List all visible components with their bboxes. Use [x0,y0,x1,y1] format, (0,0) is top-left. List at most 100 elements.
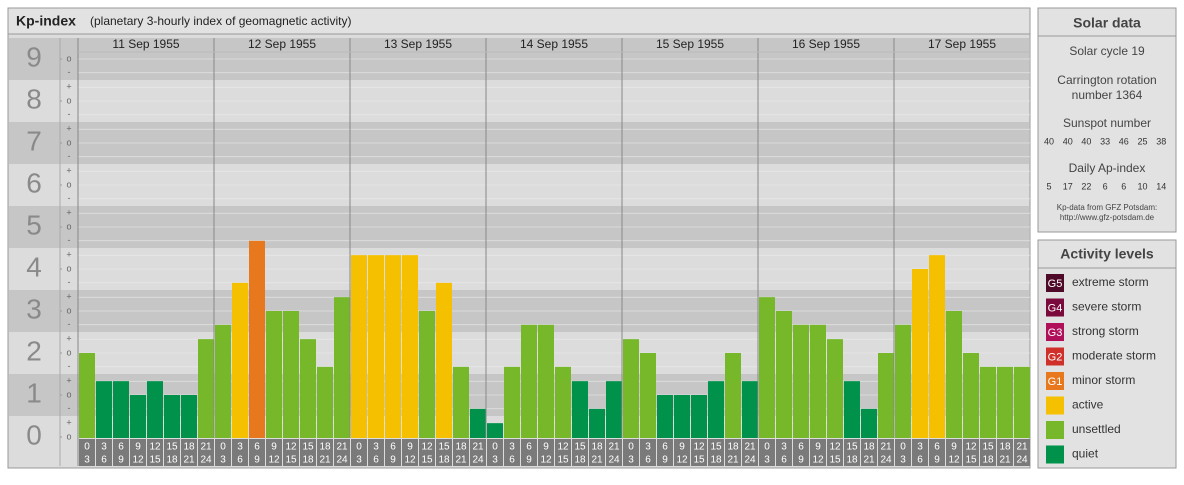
hour-box [402,439,418,466]
hour-label: 12 [268,455,280,466]
legend-badge: G1 [1048,376,1063,388]
bar [827,339,843,438]
hour-label: 9 [407,442,413,453]
hour-label: 15 [438,442,450,453]
hour-label: 21 [319,455,331,466]
y-tick-label: 2 [26,335,42,366]
y-tick-label: 9 [26,41,42,72]
hour-box [317,439,333,466]
legend-label: minor storm [1072,373,1135,387]
hour-label: 15 [302,442,314,453]
hour-label: 9 [543,442,549,453]
hour-label: 12 [965,442,977,453]
bar [436,282,452,438]
hour-box [572,439,588,466]
hour-box [249,439,265,466]
hour-box [827,439,843,466]
hour-box [521,439,537,466]
bar [419,311,435,438]
hour-label: 12 [421,442,433,453]
minor-tick-label: o [66,95,71,105]
legend-swatch [1046,274,1064,292]
hour-label: 18 [591,442,603,453]
day-label: 12 Sep 1955 [248,37,316,51]
hour-label: 18 [319,442,331,453]
bar [402,255,418,438]
legend-label: unsettled [1072,422,1121,436]
hour-box [674,439,690,466]
sunspot-value: 40 [1081,136,1091,146]
hour-label: 21 [608,442,620,453]
hour-label: 18 [846,455,858,466]
minor-tick-label: o [66,221,71,231]
bar [300,339,316,438]
bar [283,311,299,438]
hour-label: 18 [302,455,314,466]
legend-label: strong storm [1072,324,1139,338]
legend-swatch [1046,323,1064,341]
bar [861,408,877,438]
hour-label: 24 [336,455,348,466]
bar [538,324,554,438]
hour-label: 6 [254,442,260,453]
ap-value: 17 [1063,181,1073,191]
hour-label: 21 [200,442,212,453]
hour-label: 3 [373,442,379,453]
bar [725,353,741,438]
bar [793,324,809,438]
bar [79,353,95,438]
bar [844,381,860,438]
hour-label: 3 [781,442,787,453]
hour-label: 6 [237,455,243,466]
minor-tick-label: o [66,389,71,399]
minor-tick-label: o [66,137,71,147]
hour-label: 18 [183,442,195,453]
day-label: 14 Sep 1955 [520,37,588,51]
day-label: 11 Sep 1955 [112,37,179,51]
hour-label: 21 [744,442,756,453]
hour-label: 12 [812,455,824,466]
hour-label: 3 [645,442,651,453]
hour-label: 18 [438,455,450,466]
hour-box [1014,439,1030,466]
minor-tick-label: + [66,250,71,260]
hour-label: 18 [999,442,1011,453]
bar [96,381,112,438]
ap-label: Daily Ap-index [1069,161,1146,175]
bar [1014,366,1030,438]
hour-label: 3 [900,455,906,466]
bar [198,339,214,438]
y-tick-label: 1 [26,377,42,408]
hour-label: 9 [390,455,396,466]
sunspot-value: 40 [1063,136,1073,146]
hour-label: 12 [149,442,161,453]
hour-label: 3 [101,442,107,453]
hour-label: 24 [1016,455,1028,466]
bar [470,408,486,438]
hour-box [232,439,248,466]
minor-tick-label: o [66,305,71,315]
bar [657,395,673,438]
hour-label: 6 [118,442,124,453]
hour-label: 12 [676,455,688,466]
source: Kp-data from GFZ Potsdam: [1057,203,1157,212]
bar [317,366,333,438]
bar [232,282,248,438]
legend-swatch [1046,396,1064,415]
bar [249,240,265,438]
hour-label: 3 [628,455,634,466]
legend-swatch [1046,347,1064,366]
hour-box [810,439,826,466]
hour-box [96,439,112,466]
hour-box [385,439,401,466]
hour-box [198,439,214,466]
y-tick-label: 7 [26,125,42,156]
hour-label: 6 [509,455,515,466]
hour-label: 15 [166,442,178,453]
hour-box [283,439,299,466]
bar [623,339,639,438]
hour-label: 6 [934,442,940,453]
hour-label: 15 [421,455,433,466]
day-label: 13 Sep 1955 [384,37,452,51]
